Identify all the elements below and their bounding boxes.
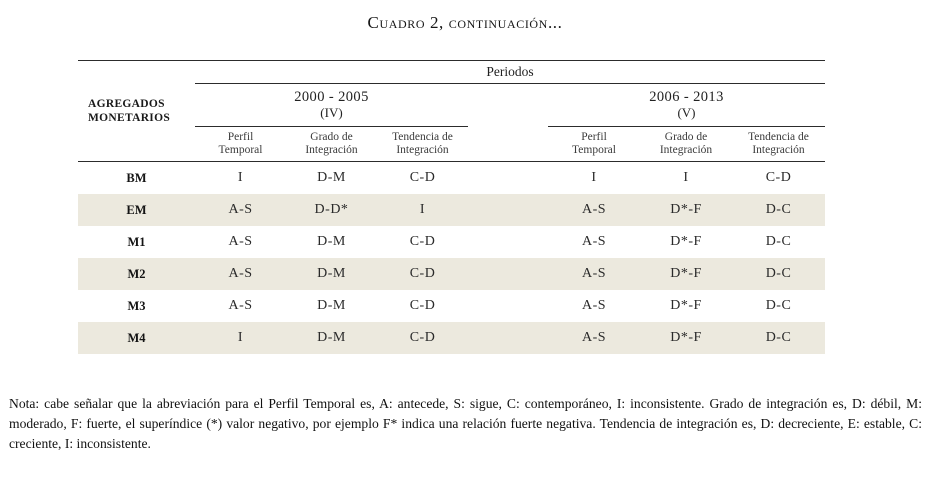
cell-value: C-D — [409, 234, 436, 249]
cell-value: I — [237, 170, 244, 185]
cell-value: A-S — [581, 330, 607, 345]
row-label: M4 — [127, 330, 146, 345]
row-label: M1 — [127, 234, 146, 249]
table-header: AGREGADOS MONETARIOS Periodos 2000 - 200… — [78, 61, 825, 162]
row-header-label: AGREGADOS MONETARIOS — [88, 98, 171, 124]
monetary-aggregates-table: AGREGADOS MONETARIOS Periodos 2000 - 200… — [78, 60, 825, 354]
column-header-perfil-temporal: Perfil Temporal — [218, 130, 263, 157]
cell-value: D-C — [765, 298, 792, 313]
cell-value: D-M — [317, 330, 346, 345]
cell-value: A-S — [581, 298, 607, 313]
cell-value: A-S — [228, 202, 253, 217]
table-row-m2: M2 A-S D-M C-D A-S D*-F D-C — [78, 258, 825, 290]
column-header-tendencia-integracion: Tendencia de Integración — [748, 130, 809, 157]
table-footnote: Nota: cabe señalar que la abreviación pa… — [9, 396, 922, 451]
table-row-m4: M4 I D-M C-D A-S D*-F D-C — [78, 322, 825, 354]
row-label: EM — [126, 202, 147, 217]
cell-value: I — [237, 330, 244, 345]
table-row-m3: M3 A-S D-M C-D A-S D*-F D-C — [78, 290, 825, 322]
cell-value: A-S — [581, 202, 607, 217]
row-label: M3 — [127, 298, 146, 313]
cell-value: D*-F — [670, 234, 702, 249]
cell-value: D-C — [765, 234, 792, 249]
cell-value: D-M — [317, 298, 346, 313]
cell-value: D*-F — [670, 202, 702, 217]
cell-value: D-M — [317, 170, 346, 185]
period-range: 2000 - 2005 — [294, 89, 369, 105]
row-label: BM — [126, 170, 147, 185]
cell-value: D-C — [765, 330, 792, 345]
period-roman-numeral: (IV) — [320, 105, 343, 120]
column-header-perfil-temporal: Perfil Temporal — [572, 130, 616, 157]
cell-value: D-C — [765, 266, 792, 281]
period-roman-numeral: (V) — [677, 105, 696, 120]
cell-value: D*-F — [670, 330, 702, 345]
periods-header: Periodos — [195, 61, 825, 84]
period-group-2000-2005: 2000 - 2005 (IV) — [195, 84, 468, 127]
cell-value: D-C — [765, 202, 792, 217]
cell-value: C-D — [409, 266, 436, 281]
cell-value: D*-F — [670, 298, 702, 313]
cell-value: D-D* — [314, 202, 349, 217]
cell-value: I — [683, 170, 689, 185]
column-header-grado-integracion: Grado de Integración — [659, 130, 713, 157]
table-row-em: EM A-S D-D* I A-S D*-F D-C — [78, 194, 825, 226]
cell-value: A-S — [228, 234, 253, 249]
cell-value: D-M — [317, 266, 346, 281]
table-row-m1: M1 A-S D-M C-D A-S D*-F D-C — [78, 226, 825, 258]
column-header-tendencia-integracion: Tendencia de Integración — [392, 130, 453, 157]
cell-value: A-S — [228, 266, 253, 281]
period-range: 2006 - 2013 — [649, 89, 724, 105]
cell-value: D-M — [317, 234, 346, 249]
cell-value: A-S — [581, 234, 607, 249]
cell-value: I — [419, 202, 426, 217]
cell-value: A-S — [581, 266, 607, 281]
cell-value: A-S — [228, 298, 253, 313]
period-group-2006-2013: 2006 - 2013 (V) — [548, 84, 825, 127]
cell-value: C-D — [409, 298, 436, 313]
row-label: M2 — [127, 266, 146, 281]
cell-value: C-D — [409, 330, 436, 345]
cell-value: D*-F — [670, 266, 702, 281]
table-row-bm: BM I D-M C-D I I C-D — [78, 162, 825, 194]
page-title: Cuadro 2, continuación... — [367, 13, 563, 32]
cell-value: C-D — [765, 170, 792, 185]
cell-value: C-D — [409, 170, 436, 185]
table-body: BM I D-M C-D I I C-D EM A-S D-D* I A-S D… — [78, 162, 825, 354]
cell-value: I — [591, 170, 597, 185]
column-header-grado-integracion: Grado de Integración — [305, 130, 358, 157]
